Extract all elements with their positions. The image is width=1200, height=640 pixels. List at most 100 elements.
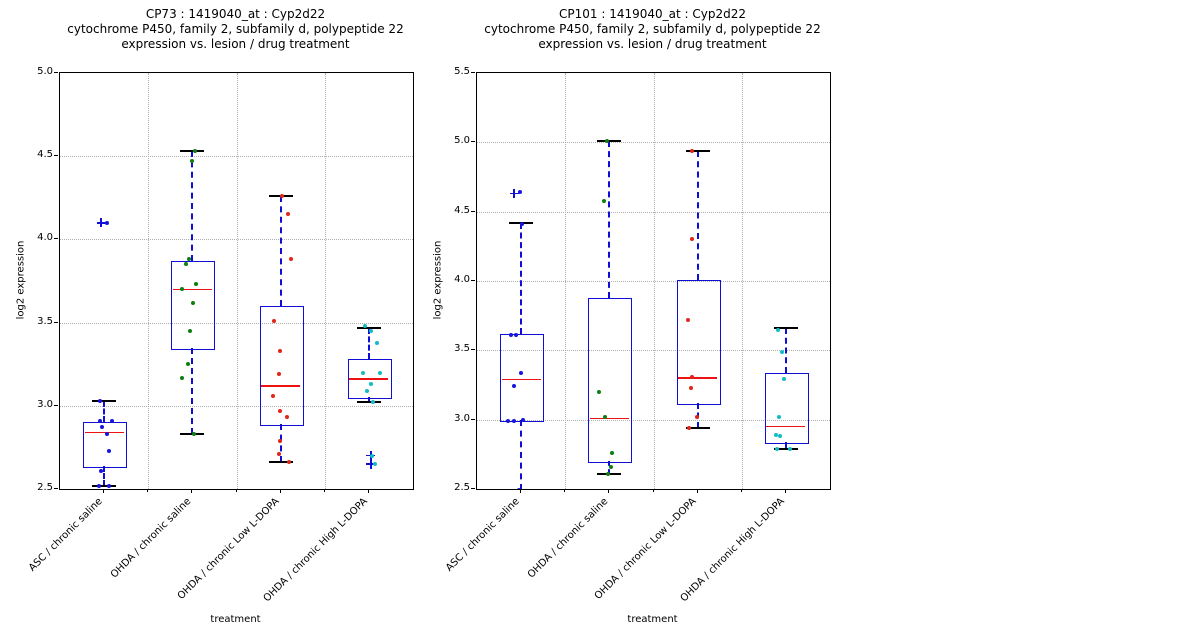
data-point [506, 419, 511, 424]
data-point [606, 471, 611, 476]
v-gridline [148, 73, 150, 489]
data-point [284, 415, 289, 420]
y-tick-mark [471, 141, 475, 143]
box [588, 297, 633, 464]
y-tick-mark [54, 488, 58, 489]
data-point [519, 370, 524, 375]
whisker-cap-upper [685, 149, 710, 152]
whisker-cap-upper [180, 150, 205, 153]
v-gridline [236, 73, 238, 489]
plot-title-line: cytochrome P450, family 2, subfamily d, … [484, 22, 821, 36]
y-tick-label: 5.0 [454, 135, 470, 147]
flier-marker [509, 189, 519, 199]
median-line [261, 385, 301, 387]
x-tick-label: OHDA / chronic High L-DOPA [261, 496, 370, 605]
data-point [285, 212, 290, 217]
box [764, 372, 809, 444]
y-tick-label: 3.5 [454, 343, 470, 355]
x-minor-tick-mark [235, 489, 237, 492]
x-tick-label: OHDA / chronic saline [108, 496, 194, 581]
plot-title: CP101 : 1419040_at : Cyp2d22 cytochrome P… [476, 7, 829, 52]
median-line [501, 378, 541, 381]
data-point [512, 384, 517, 389]
plot-title-line: expression vs. lesion / drug treatment [121, 37, 350, 51]
data-point [186, 362, 191, 367]
data-point [184, 262, 189, 267]
y-tick-mark [471, 349, 475, 351]
plot-title-line: cytochrome P450, family 2, subfamily d, … [67, 22, 404, 36]
median-line [678, 377, 718, 379]
data-point [192, 432, 197, 437]
median-line [172, 288, 212, 291]
median-line [589, 417, 629, 420]
v-gridline [324, 73, 326, 489]
y-tick-mark [471, 280, 475, 281]
x-tick-mark [103, 489, 105, 493]
whisker-upper [191, 151, 194, 262]
y-tick-mark [54, 404, 58, 406]
data-point [377, 370, 382, 375]
x-tick-label: OHDA / chronic Low L-DOPA [175, 496, 282, 602]
data-point [694, 414, 699, 419]
data-point [777, 434, 782, 439]
box [347, 359, 392, 400]
x-tick-mark [191, 489, 193, 493]
data-point [270, 393, 275, 398]
box [676, 279, 721, 406]
data-point [188, 328, 193, 333]
data-point [605, 138, 610, 143]
data-point [781, 377, 786, 382]
x-tick-label: OHDA / chronic Low L-DOPA [592, 496, 699, 602]
whisker-lower [191, 347, 194, 435]
flier-bar-v [370, 459, 372, 469]
data-point [362, 323, 367, 328]
y-tick-mark [54, 238, 58, 240]
data-point [688, 385, 693, 390]
data-point [602, 198, 607, 203]
whisker-cap-upper [773, 327, 798, 330]
data-point [779, 349, 784, 354]
data-point [271, 318, 276, 323]
y-tick-mark [54, 321, 58, 323]
y-tick-label: 3.0 [37, 398, 53, 410]
y-tick-mark [471, 488, 475, 489]
data-point [100, 425, 105, 430]
whisker-upper [608, 140, 611, 298]
y-tick-label: 4.5 [454, 204, 470, 216]
data-point [110, 418, 115, 423]
y-tick-label: 4.0 [37, 232, 53, 244]
data-point [99, 468, 104, 473]
data-point [107, 483, 112, 488]
data-point [509, 333, 514, 338]
data-point [276, 452, 281, 457]
data-point [105, 220, 110, 225]
x-tick-label: ASC / chronic saline [444, 496, 522, 574]
x-tick-mark [367, 489, 369, 493]
box [83, 422, 128, 468]
whisker-upper [520, 222, 523, 334]
data-point [609, 464, 614, 469]
x-minor-tick-mark [564, 489, 566, 492]
whisker-cap-lower [268, 461, 293, 464]
data-point [689, 148, 694, 153]
data-point [520, 222, 525, 227]
data-point [514, 333, 519, 338]
data-point [787, 446, 792, 451]
whisker-lower [520, 419, 523, 489]
median-line [84, 431, 124, 434]
y-tick-mark [471, 418, 475, 420]
data-point [187, 257, 192, 262]
data-point [193, 149, 198, 154]
axes-frame [476, 72, 831, 490]
median-line [766, 425, 806, 428]
data-point [610, 450, 615, 455]
data-point [689, 374, 694, 379]
whisker-lower [103, 465, 106, 486]
flier-marker [96, 218, 106, 228]
data-point [277, 348, 282, 353]
y-tick-label: 4.0 [454, 274, 470, 285]
whisker-upper [279, 196, 282, 306]
data-point [286, 460, 291, 465]
y-axis-label: log2 expression [15, 240, 27, 320]
